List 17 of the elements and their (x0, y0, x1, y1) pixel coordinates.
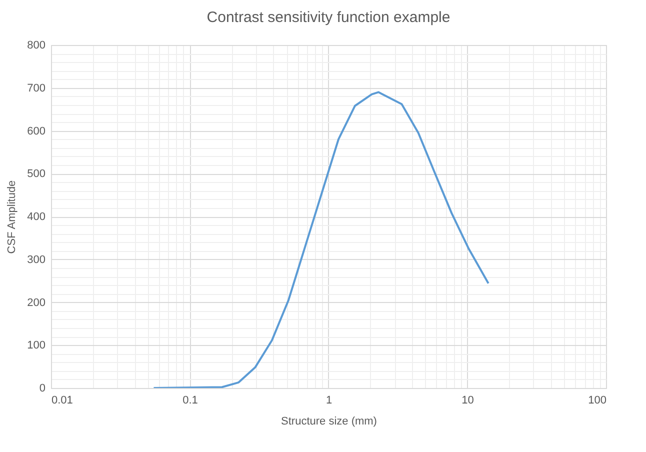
y-tick-label: 100 (27, 340, 46, 352)
x-axis-title: Structure size (mm) (281, 416, 377, 428)
y-tick-label: 800 (27, 40, 46, 52)
y-tick-label: 500 (27, 168, 46, 180)
x-tick-label: 100 (588, 394, 606, 406)
x-tick-label: 10 (462, 394, 474, 406)
x-tick-label: 0.01 (52, 394, 73, 406)
y-tick-label: 200 (27, 296, 46, 309)
chart-title: Contrast sensitivity function example (206, 9, 450, 26)
y-tick-label: 700 (27, 82, 46, 94)
y-axis-title: CSF Amplitude (6, 180, 18, 254)
x-tick-label: 1 (326, 394, 332, 406)
y-tick-label: 400 (27, 211, 46, 223)
y-tick-label: 300 (27, 254, 46, 266)
x-tick-label: 0.1 (182, 394, 198, 406)
y-tick-label: 0 (39, 382, 46, 394)
y-tick-label: 600 (27, 125, 46, 138)
